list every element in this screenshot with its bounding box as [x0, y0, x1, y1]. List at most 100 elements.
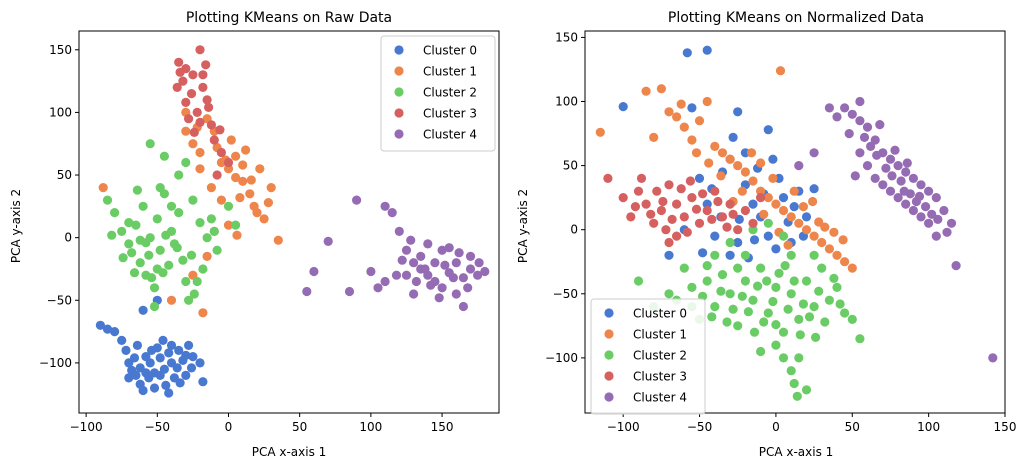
data-point	[172, 243, 182, 253]
data-point	[226, 135, 236, 145]
data-point	[198, 377, 208, 387]
legend-label: Cluster 2	[423, 86, 477, 100]
data-point	[716, 171, 726, 181]
data-point	[161, 380, 171, 390]
data-point	[646, 209, 656, 219]
data-point	[124, 218, 134, 228]
data-point	[206, 183, 216, 193]
data-point	[786, 212, 796, 222]
data-point	[434, 293, 444, 303]
data-point	[878, 180, 888, 190]
data-point	[641, 199, 651, 209]
data-point	[725, 154, 735, 164]
data-point	[756, 263, 766, 273]
x-axis-label: PCA x-axis 1	[252, 445, 327, 459]
data-point	[263, 198, 273, 208]
legend-label: Cluster 0	[633, 307, 687, 321]
legend-marker	[394, 45, 404, 55]
data-point	[733, 321, 743, 331]
chart-title: Plotting KMeans on Normalized Data	[668, 10, 924, 26]
data-point	[216, 147, 226, 158]
raw-data-chart: Plotting KMeans on Raw Data −100 −50 0 50 10…	[9, 10, 500, 459]
legend-marker	[394, 129, 404, 139]
data-point	[809, 148, 819, 158]
data-point	[664, 250, 674, 260]
data-point	[794, 314, 804, 324]
scatter-points	[595, 45, 998, 401]
data-point	[866, 141, 876, 151]
data-point	[722, 222, 732, 232]
data-point	[131, 220, 141, 230]
data-point	[437, 245, 447, 255]
data-point	[451, 258, 461, 268]
data-point	[885, 186, 896, 196]
x-tick-label: 150	[994, 420, 1017, 434]
data-point	[202, 95, 212, 105]
data-point	[366, 266, 376, 277]
data-point	[664, 289, 674, 299]
data-point	[809, 250, 819, 260]
data-point	[916, 180, 926, 190]
data-point	[127, 248, 137, 258]
data-point	[144, 250, 154, 260]
y-tick-label: −50	[47, 293, 72, 307]
data-point	[633, 186, 644, 196]
data-point	[792, 391, 802, 401]
data-point	[463, 283, 473, 293]
data-point	[155, 370, 165, 380]
data-point	[202, 233, 212, 243]
data-point	[698, 189, 708, 199]
data-point	[188, 70, 198, 80]
data-point	[458, 301, 468, 312]
data-point	[702, 45, 712, 55]
data-point	[676, 99, 686, 109]
data-point	[855, 334, 865, 344]
data-point	[862, 122, 873, 132]
data-point	[725, 237, 735, 248]
data-point	[454, 248, 464, 258]
data-point	[184, 114, 194, 124]
data-point	[702, 205, 712, 216]
data-point	[448, 273, 458, 283]
data-point	[672, 112, 682, 122]
data-point	[733, 237, 743, 248]
y-tick-label: 100	[49, 105, 72, 119]
data-point	[474, 258, 484, 268]
legend-label: Cluster 0	[423, 44, 477, 58]
data-point	[774, 268, 784, 278]
data-point	[110, 327, 120, 337]
data-point	[768, 173, 778, 183]
legend-marker	[604, 392, 614, 402]
data-point	[931, 193, 941, 203]
data-point	[916, 212, 926, 222]
data-point	[713, 196, 723, 207]
data-point	[223, 220, 234, 230]
data-point	[733, 225, 743, 235]
data-point	[743, 307, 754, 317]
data-point	[437, 283, 447, 293]
data-point	[687, 282, 697, 292]
data-point	[749, 235, 760, 245]
data-point	[473, 270, 483, 280]
data-point	[716, 286, 726, 296]
data-point	[95, 320, 105, 330]
data-point	[195, 358, 205, 368]
data-point	[748, 295, 758, 305]
data-point	[192, 276, 202, 287]
chart-title: Plotting KMeans on Raw Data	[186, 10, 392, 26]
data-point	[679, 212, 689, 222]
data-point	[710, 186, 720, 196]
data-point	[145, 358, 155, 368]
data-point	[149, 283, 160, 293]
data-point	[786, 366, 796, 376]
data-point	[763, 308, 773, 318]
data-point	[664, 107, 674, 117]
x-axis-label: PCA x-axis 1	[759, 445, 834, 459]
data-point	[166, 201, 177, 211]
data-point	[893, 161, 903, 171]
data-point	[798, 202, 809, 212]
data-point	[672, 199, 682, 209]
data-point	[707, 214, 717, 224]
data-point	[820, 222, 830, 232]
data-point	[661, 225, 671, 235]
